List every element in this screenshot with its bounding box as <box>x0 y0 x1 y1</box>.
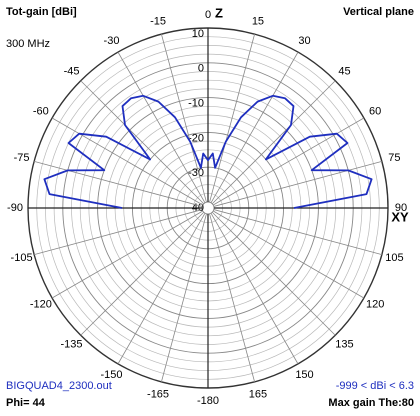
frequency: 300 MHz <box>6 38 50 50</box>
gain-range: -999 < dBi < 6.3 <box>336 380 414 392</box>
spoke <box>80 211 205 336</box>
spoke <box>211 211 336 336</box>
r-tick-label: 0 <box>198 63 204 75</box>
spoke <box>213 161 382 207</box>
angle-tick-label: 135 <box>335 338 353 350</box>
spoke <box>209 34 255 203</box>
angle-tick-label: -75 <box>14 152 30 164</box>
r-tick-label: 10 <box>192 28 204 40</box>
angle-tick-label: -150 <box>100 369 122 381</box>
angle-tick-label: -120 <box>30 298 52 310</box>
spoke <box>212 210 365 299</box>
angle-tick-label: 105 <box>385 252 403 264</box>
angle-tick-label: -30 <box>104 35 120 47</box>
angle-tick-label: -165 <box>147 388 169 400</box>
z-axis-label: Z <box>215 5 223 20</box>
spoke <box>51 117 204 206</box>
angle-tick-label: -15 <box>150 15 166 27</box>
spoke <box>161 34 207 203</box>
angle-tick-label: 30 <box>298 35 310 47</box>
spoke <box>210 212 299 365</box>
spoke <box>34 161 203 207</box>
spoke <box>213 209 382 255</box>
spoke <box>117 51 206 204</box>
angle-tick-label: 120 <box>366 298 384 310</box>
r-tick-label: -10 <box>188 98 204 110</box>
angle-tick-label: 75 <box>388 152 400 164</box>
angle-tick-label: 165 <box>249 388 267 400</box>
angle-tick-label: 45 <box>338 65 350 77</box>
gain-curve <box>43 94 373 209</box>
spoke <box>210 51 299 204</box>
chart-title: Tot-gain [dBi] <box>6 6 77 18</box>
r-tick-label: -20 <box>188 132 204 144</box>
angle-tick-label: -105 <box>11 252 33 264</box>
xy-axis-label: XY <box>391 209 409 224</box>
angle-tick-label: -180 <box>197 395 219 407</box>
angle-tick-label: -90 <box>7 202 23 214</box>
spoke <box>34 209 203 255</box>
chart-subtitle: Vertical plane <box>343 6 414 18</box>
spoke <box>211 80 336 205</box>
angle-tick-label: 0 <box>205 9 211 21</box>
angle-tick-label: 90 <box>395 202 407 214</box>
plot <box>43 94 373 209</box>
file-name: BIGQUAD4_2300.out <box>6 380 112 392</box>
max-gain: Max gain The:80 <box>328 397 414 409</box>
angle-tick-label: -60 <box>33 105 49 117</box>
angle-tick-label: 60 <box>369 105 381 117</box>
spoke <box>117 212 206 365</box>
spoke <box>51 210 204 299</box>
angle-tick-label: 15 <box>252 15 264 27</box>
spoke <box>80 80 205 205</box>
phi: Phi= 44 <box>6 397 46 409</box>
spoke <box>209 213 255 382</box>
angle-tick-label: 150 <box>295 369 313 381</box>
spoke <box>212 117 365 206</box>
angle-tick-label: -135 <box>61 338 83 350</box>
r-tick-label: -30 <box>188 167 204 179</box>
spoke <box>161 213 207 382</box>
angle-tick-label: -45 <box>64 65 80 77</box>
grid: 100-10-20-30-400153045607590105120135150… <box>7 9 407 407</box>
